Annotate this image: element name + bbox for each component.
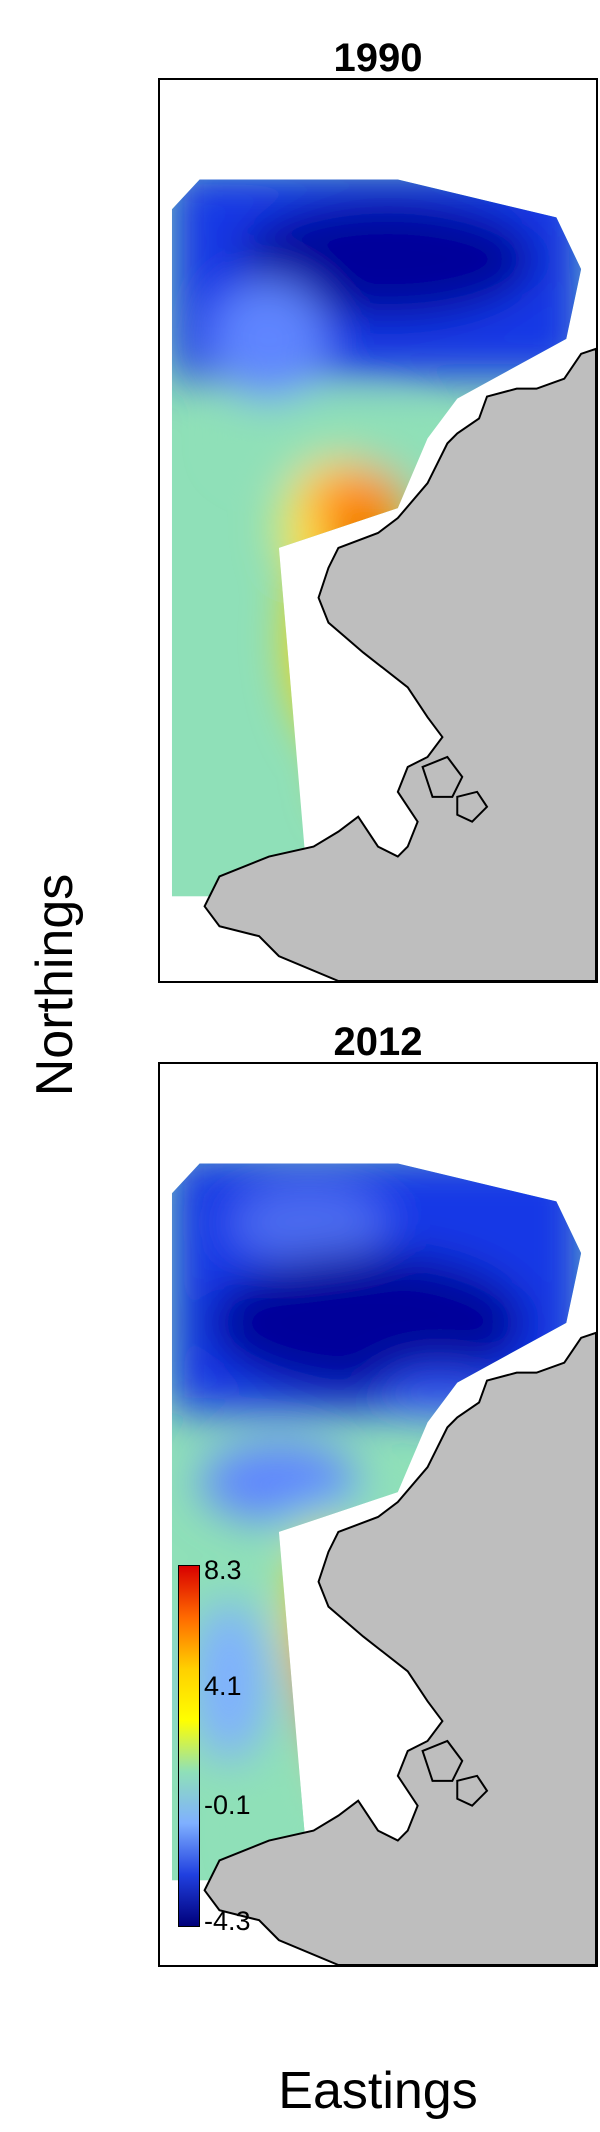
panel-title-2012: 2012 [333, 1020, 423, 1064]
panel-title-1990: 1990 [333, 36, 423, 80]
legend-tick-upper: 4.1 [204, 1671, 242, 1701]
map-2012-svg [171, 1163, 596, 1965]
islet-2012 [421, 1739, 464, 1782]
legend-tick-min: -4.3 [204, 1906, 251, 1936]
map-panel-1990 [158, 78, 598, 983]
map-1990-svg [171, 179, 596, 981]
legend-tick-max: 8.3 [204, 1555, 242, 1585]
map-panel-2012 [158, 1062, 598, 1967]
islet-small-1990 [456, 790, 489, 823]
y-axis-label: Northings [26, 873, 84, 1097]
land-1990 [203, 347, 596, 981]
land-2012 [203, 1331, 596, 1965]
color-scale-bar [178, 1565, 200, 1927]
legend-tick-lower: -0.1 [204, 1790, 251, 1820]
islet-small-2012 [456, 1774, 489, 1807]
x-axis-label: Eastings [278, 2062, 478, 2120]
islet-1990 [421, 755, 464, 798]
